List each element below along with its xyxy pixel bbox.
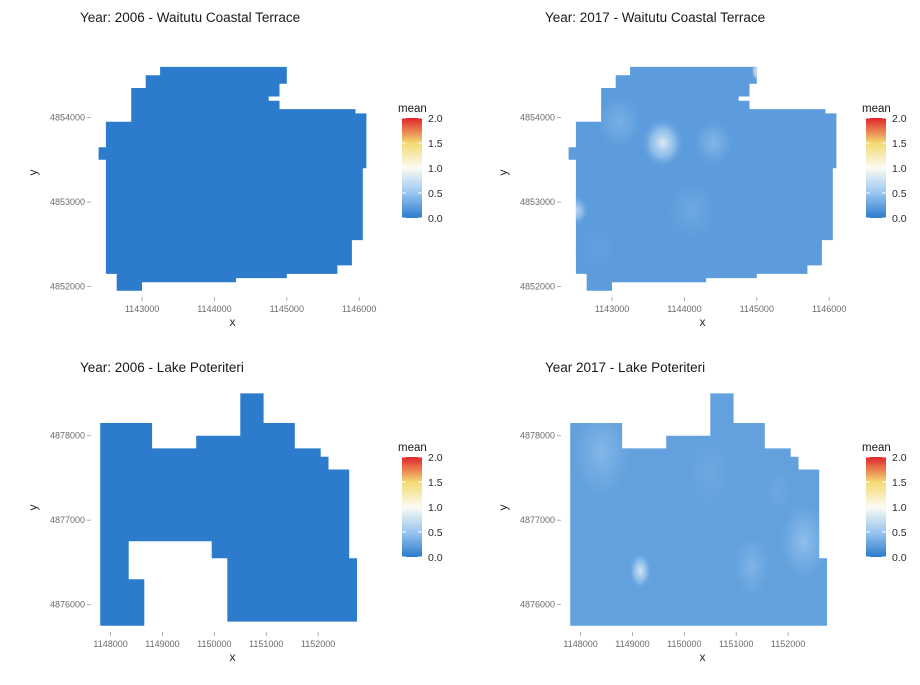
hotspot xyxy=(568,195,589,226)
x-axis-label: x xyxy=(230,315,236,329)
x-tick-label: 1143000 xyxy=(595,304,629,314)
panel-1: Year: 2006 - Waitutu Coastal Terrace 4852… xyxy=(26,10,443,329)
legend-tick-label: 0.0 xyxy=(428,552,443,564)
y-tick-label: 4876000 xyxy=(520,600,555,610)
y-tick-label: 4878000 xyxy=(520,431,555,441)
hotspot xyxy=(684,431,737,516)
hotspot xyxy=(762,465,794,516)
hotspot xyxy=(691,117,736,169)
x-tick-label: 1148000 xyxy=(93,639,127,649)
x-axis-label: x xyxy=(700,315,706,329)
hotspot xyxy=(640,117,685,169)
hotspot xyxy=(574,221,621,276)
x-tick-label: 1148000 xyxy=(563,639,597,649)
hotspot xyxy=(593,92,645,152)
y-tick-label: 4877000 xyxy=(520,515,555,525)
x-tick-label: 1150000 xyxy=(667,639,701,649)
legend-tick-label: 1.0 xyxy=(892,163,907,175)
legend-tick-label: 1.0 xyxy=(892,502,907,514)
x-tick-label: 1150000 xyxy=(197,639,231,649)
legend-tick-label: 2.0 xyxy=(428,113,443,125)
x-tick-label: 1152000 xyxy=(771,639,805,649)
y-tick-label: 4878000 xyxy=(50,431,85,441)
legend-colorbar xyxy=(866,118,886,218)
x-tick-label: 1143000 xyxy=(125,304,159,314)
panel-title: Year: 2017 - Waitutu Coastal Terrace xyxy=(545,10,765,25)
hotspot xyxy=(731,532,773,601)
legend-tick-label: 1.0 xyxy=(428,502,443,514)
x-tick-label: 1149000 xyxy=(615,639,649,649)
y-axis-label: y xyxy=(26,505,40,511)
hotspot xyxy=(750,66,771,83)
x-tick-label: 1144000 xyxy=(667,304,701,314)
y-axis-label: y xyxy=(26,170,40,176)
hotspot xyxy=(570,401,633,504)
legend-tick-label: 2.0 xyxy=(892,452,907,464)
panel-title: Year 2017 - Lake Poteriteri xyxy=(545,360,705,375)
legend-colorbar xyxy=(866,457,886,557)
y-axis-label: y xyxy=(496,505,510,511)
legend-title: mean xyxy=(862,103,891,115)
hotspot xyxy=(628,552,652,590)
legend-tick-label: 0.5 xyxy=(428,527,443,539)
y-tick-label: 4854000 xyxy=(520,113,555,123)
x-tick-label: 1149000 xyxy=(145,639,179,649)
x-axis-label: x xyxy=(700,650,706,664)
legend-tick-label: 0.5 xyxy=(892,188,907,200)
panel-3: Year: 2006 - Lake Poteriteri 4876000 48770… xyxy=(26,360,443,664)
x-tick-label: 1146000 xyxy=(812,304,846,314)
legend-title: mean xyxy=(398,442,427,454)
x-tick-label: 1145000 xyxy=(270,304,304,314)
legend-tick-label: 0.0 xyxy=(892,552,907,564)
x-tick-label: 1151000 xyxy=(719,639,753,649)
y-tick-label: 4853000 xyxy=(520,197,555,207)
x-axis-label: x xyxy=(230,650,236,664)
y-tick-label: 4852000 xyxy=(50,282,85,292)
y-tick-label: 4854000 xyxy=(50,113,85,123)
y-tick-label: 4853000 xyxy=(50,197,85,207)
panel-2: Year: 2017 - Waitutu Coastal Terrace 4852… xyxy=(496,10,907,329)
legend-tick-label: 1.5 xyxy=(892,138,907,150)
legend-tick-label: 2.0 xyxy=(428,452,443,464)
x-tick-label: 1145000 xyxy=(740,304,774,314)
legend-tick-label: 0.0 xyxy=(428,213,443,225)
legend-colorbar xyxy=(402,118,422,218)
y-axis-label: y xyxy=(496,170,510,176)
legend-tick-label: 0.5 xyxy=(428,188,443,200)
y-tick-label: 4852000 xyxy=(520,282,555,292)
y-tick-label: 4876000 xyxy=(50,600,85,610)
legend-title: mean xyxy=(862,442,891,454)
x-tick-label: 1146000 xyxy=(342,304,376,314)
hotspot xyxy=(662,176,721,245)
panel-title: Year: 2006 - Waitutu Coastal Terrace xyxy=(80,10,300,25)
legend-title: mean xyxy=(398,103,427,115)
panel-4: Year 2017 - Lake Poteriteri 4876000 487700… xyxy=(496,360,907,664)
x-tick-label: 1152000 xyxy=(301,639,335,649)
legend-tick-label: 1.5 xyxy=(428,138,443,150)
legend-tick-label: 0.5 xyxy=(892,527,907,539)
legend-tick-label: 1.5 xyxy=(428,477,443,489)
heatmap-area xyxy=(98,66,367,291)
panel-title: Year: 2006 - Lake Poteriteri xyxy=(80,360,244,375)
y-tick-label: 4877000 xyxy=(50,515,85,525)
legend-tick-label: 0.0 xyxy=(892,213,907,225)
heatmap-area xyxy=(100,393,357,626)
x-tick-label: 1151000 xyxy=(249,639,283,649)
x-tick-label: 1144000 xyxy=(197,304,231,314)
legend-tick-label: 1.5 xyxy=(892,477,907,489)
legend-tick-label: 1.0 xyxy=(428,163,443,175)
legend-colorbar xyxy=(402,457,422,557)
legend-tick-label: 2.0 xyxy=(892,113,907,125)
hotspot xyxy=(777,499,827,584)
